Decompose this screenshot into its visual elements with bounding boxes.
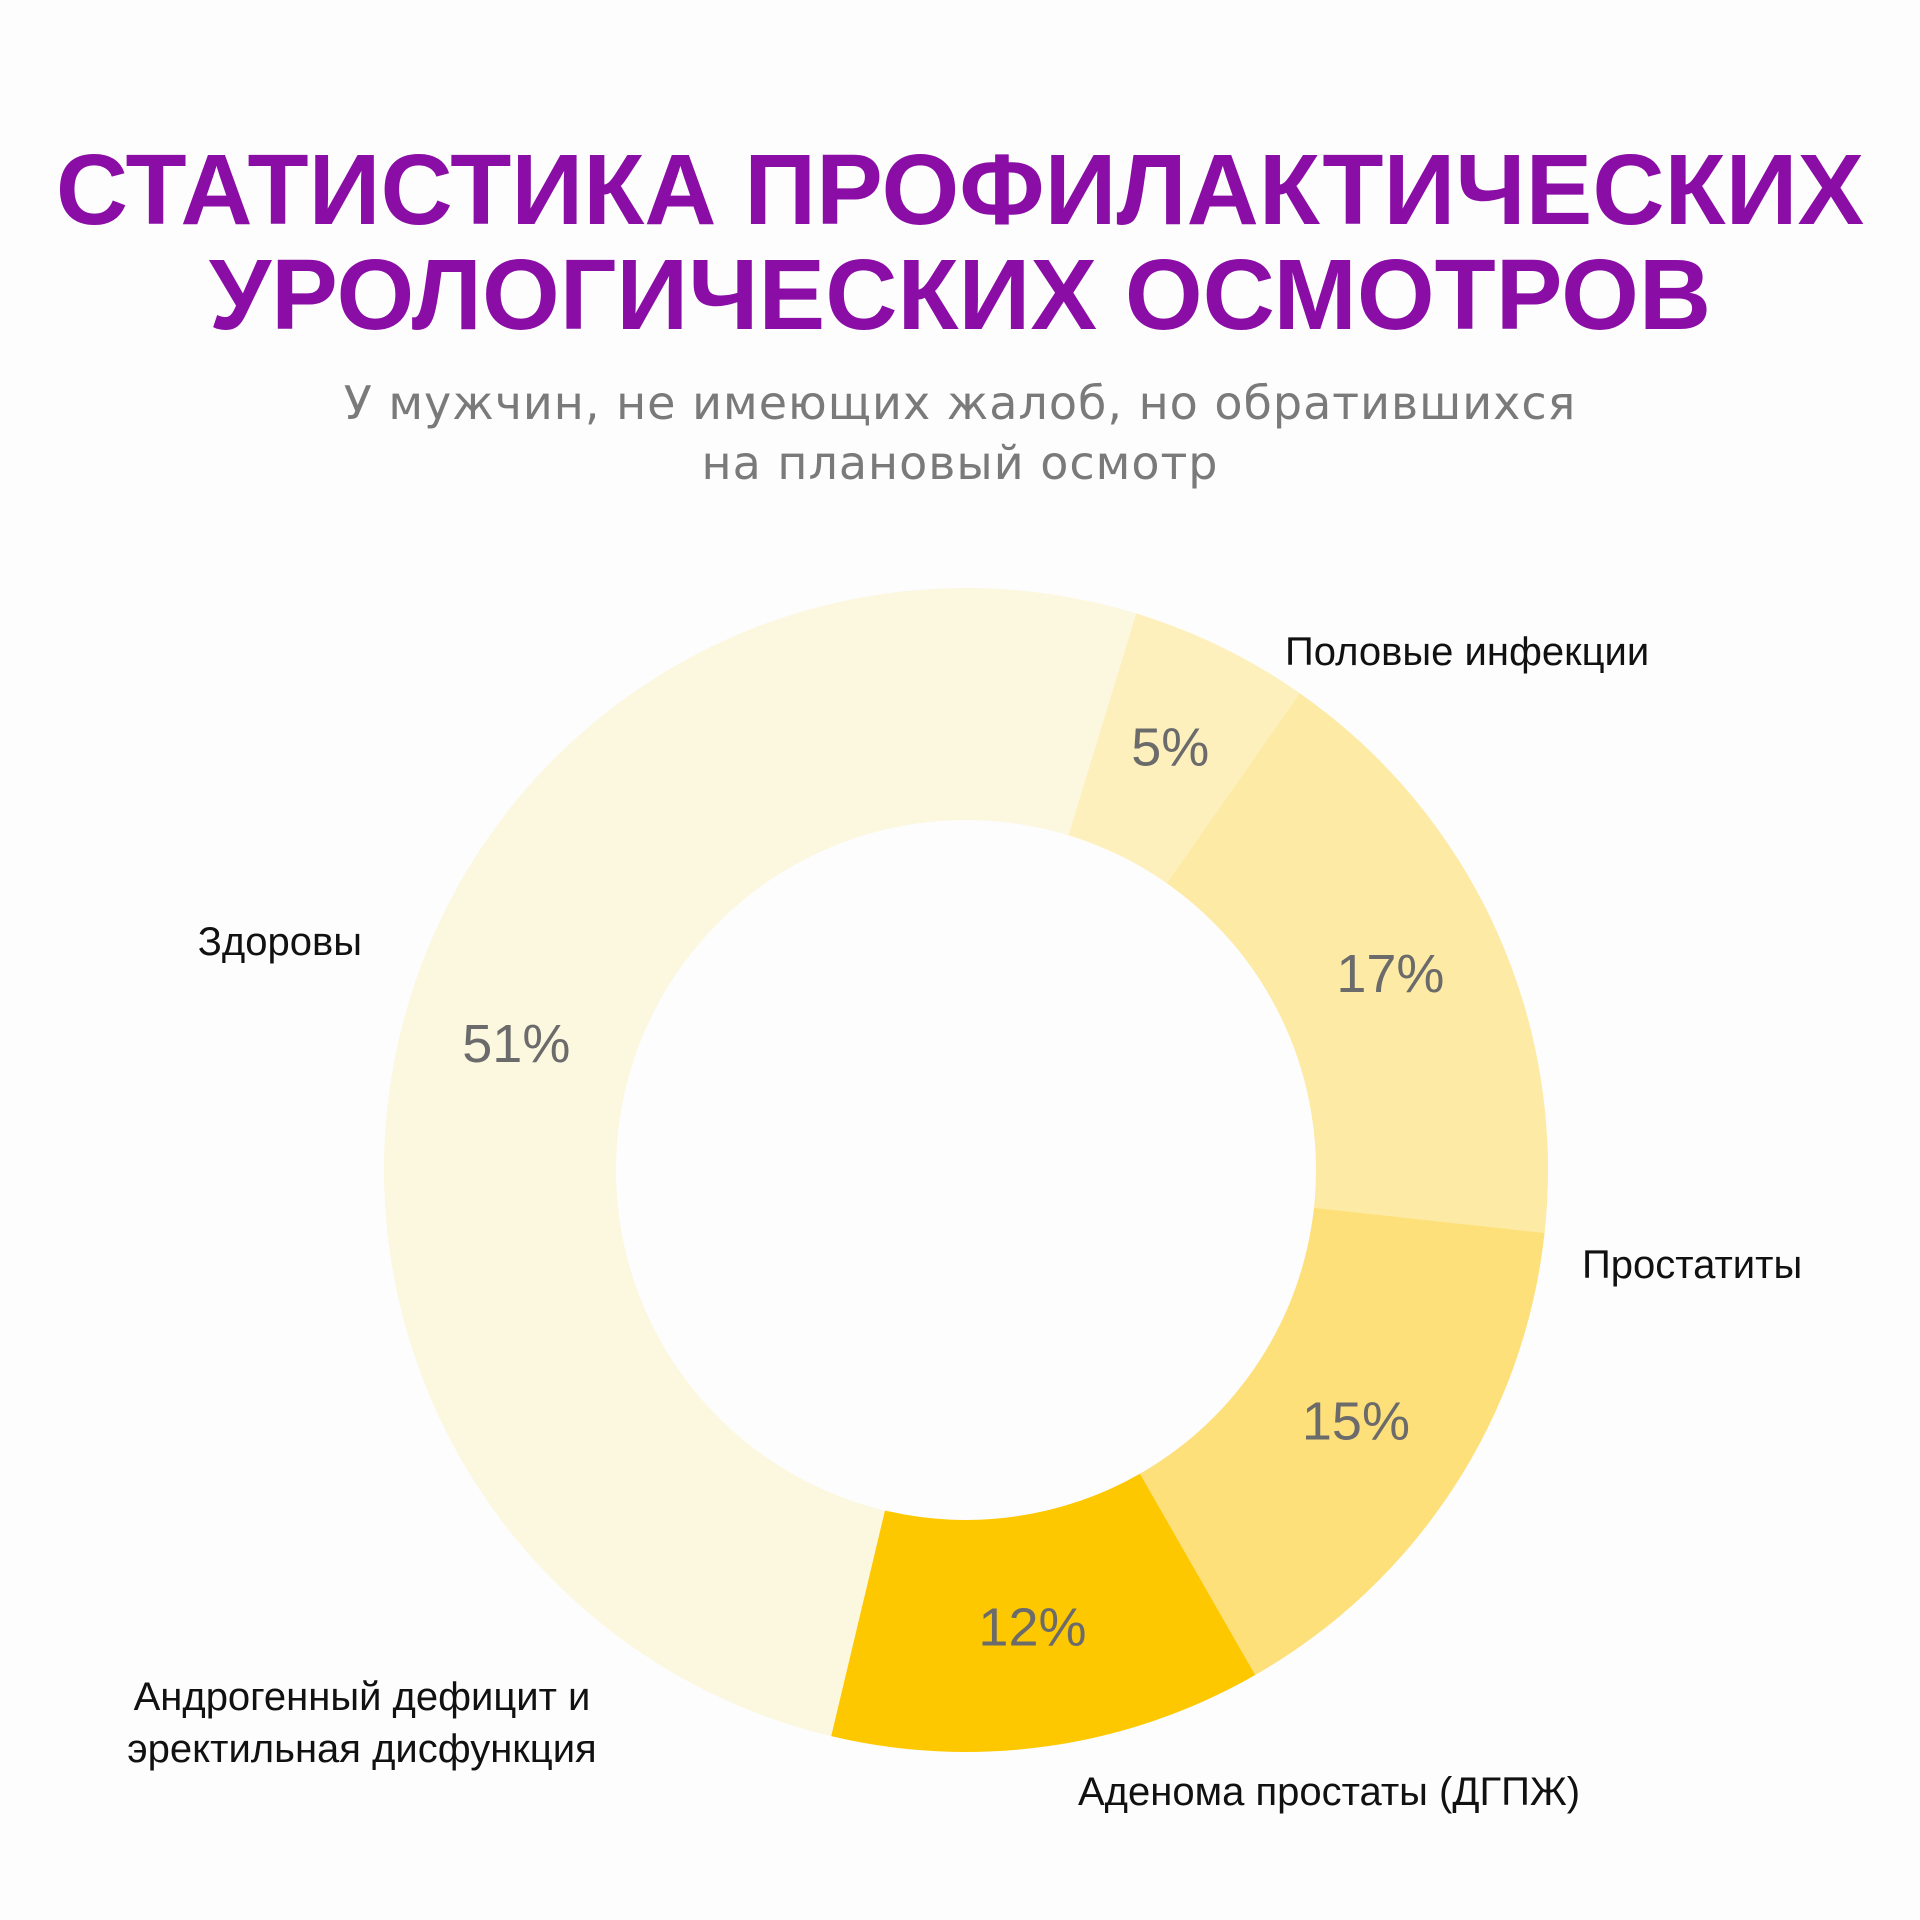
percent-label-4: 51% xyxy=(462,1014,570,1074)
chart-subtitle-line-1: У мужчин, не имеющих жалоб, но обративши… xyxy=(343,376,1577,430)
donut-slices xyxy=(384,588,1548,1753)
donut-slice-4 xyxy=(384,588,1137,1737)
percent-label-2: 15% xyxy=(1302,1391,1410,1451)
chart-title-line-2: УРОЛОГИЧЕСКИХ ОСМОТРОВ xyxy=(208,239,1712,351)
chart-subtitle-line-2: на плановый осмотр xyxy=(701,436,1219,490)
donut-slice-0 xyxy=(1068,613,1300,884)
category-label-0: Половые инфекции xyxy=(1285,630,1649,674)
percent-label-3: 12% xyxy=(978,1598,1086,1658)
percent-labels: 5% 17% 15% 12% 51% xyxy=(462,717,1444,1657)
category-label-1: Простатиты xyxy=(1582,1243,1802,1287)
category-label-4: Здоровы xyxy=(198,920,362,964)
donut-slice-1 xyxy=(1166,693,1548,1233)
category-label-2: Аденома простаты (ДГПЖ) xyxy=(1078,1770,1580,1814)
donut-slice-2 xyxy=(1139,1207,1545,1676)
chart-title-line-1: СТАТИСТИКА ПРОФИЛАКТИЧЕСКИХ xyxy=(55,134,1865,246)
donut-slice-3 xyxy=(831,1473,1256,1753)
category-label-3: Андрогенный дефицит и эректильная дисфунк… xyxy=(127,1675,596,1771)
percent-label-1: 17% xyxy=(1336,944,1444,1004)
percent-label-0: 5% xyxy=(1131,717,1209,777)
category-labels: Половые инфекции Простатиты Аденома проста… xyxy=(127,630,1802,1814)
